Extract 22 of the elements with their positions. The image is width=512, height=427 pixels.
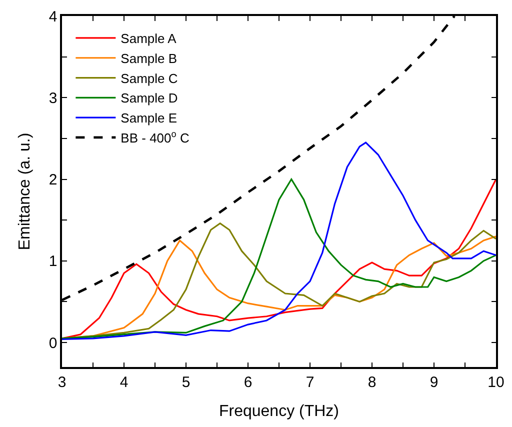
legend-label: Sample D (120, 90, 178, 106)
legend-label: Sample C (120, 70, 178, 86)
legend-label: Sample A (120, 31, 177, 46)
x-tick-label: 4 (120, 374, 128, 391)
y-tick-label: 4 (48, 8, 58, 26)
line-series (62, 142, 496, 340)
y-tick-label: 2 (48, 172, 58, 189)
x-tick-label: 10 (488, 374, 504, 391)
x-tick-label: 6 (244, 374, 252, 391)
legend-label: BB - 400$^{o}$ C (120, 129, 190, 146)
y-tick-label: 3 (48, 90, 58, 107)
y-tick-label: 1 (48, 253, 58, 270)
y-axis-title: Emittance (a. u.) (16, 132, 34, 250)
x-tick-label: 5 (182, 374, 190, 391)
legend-label: Sample E (120, 110, 178, 126)
line-series (62, 178, 496, 340)
x-axis-title: Frequency (THz) (218, 402, 340, 420)
y-tick-label: 0 (48, 334, 58, 352)
x-tick-label: 9 (430, 374, 438, 391)
x-tick-label: 8 (368, 374, 376, 391)
legend-label: Sample B (120, 50, 178, 66)
x-tick-label: 7 (306, 374, 314, 391)
